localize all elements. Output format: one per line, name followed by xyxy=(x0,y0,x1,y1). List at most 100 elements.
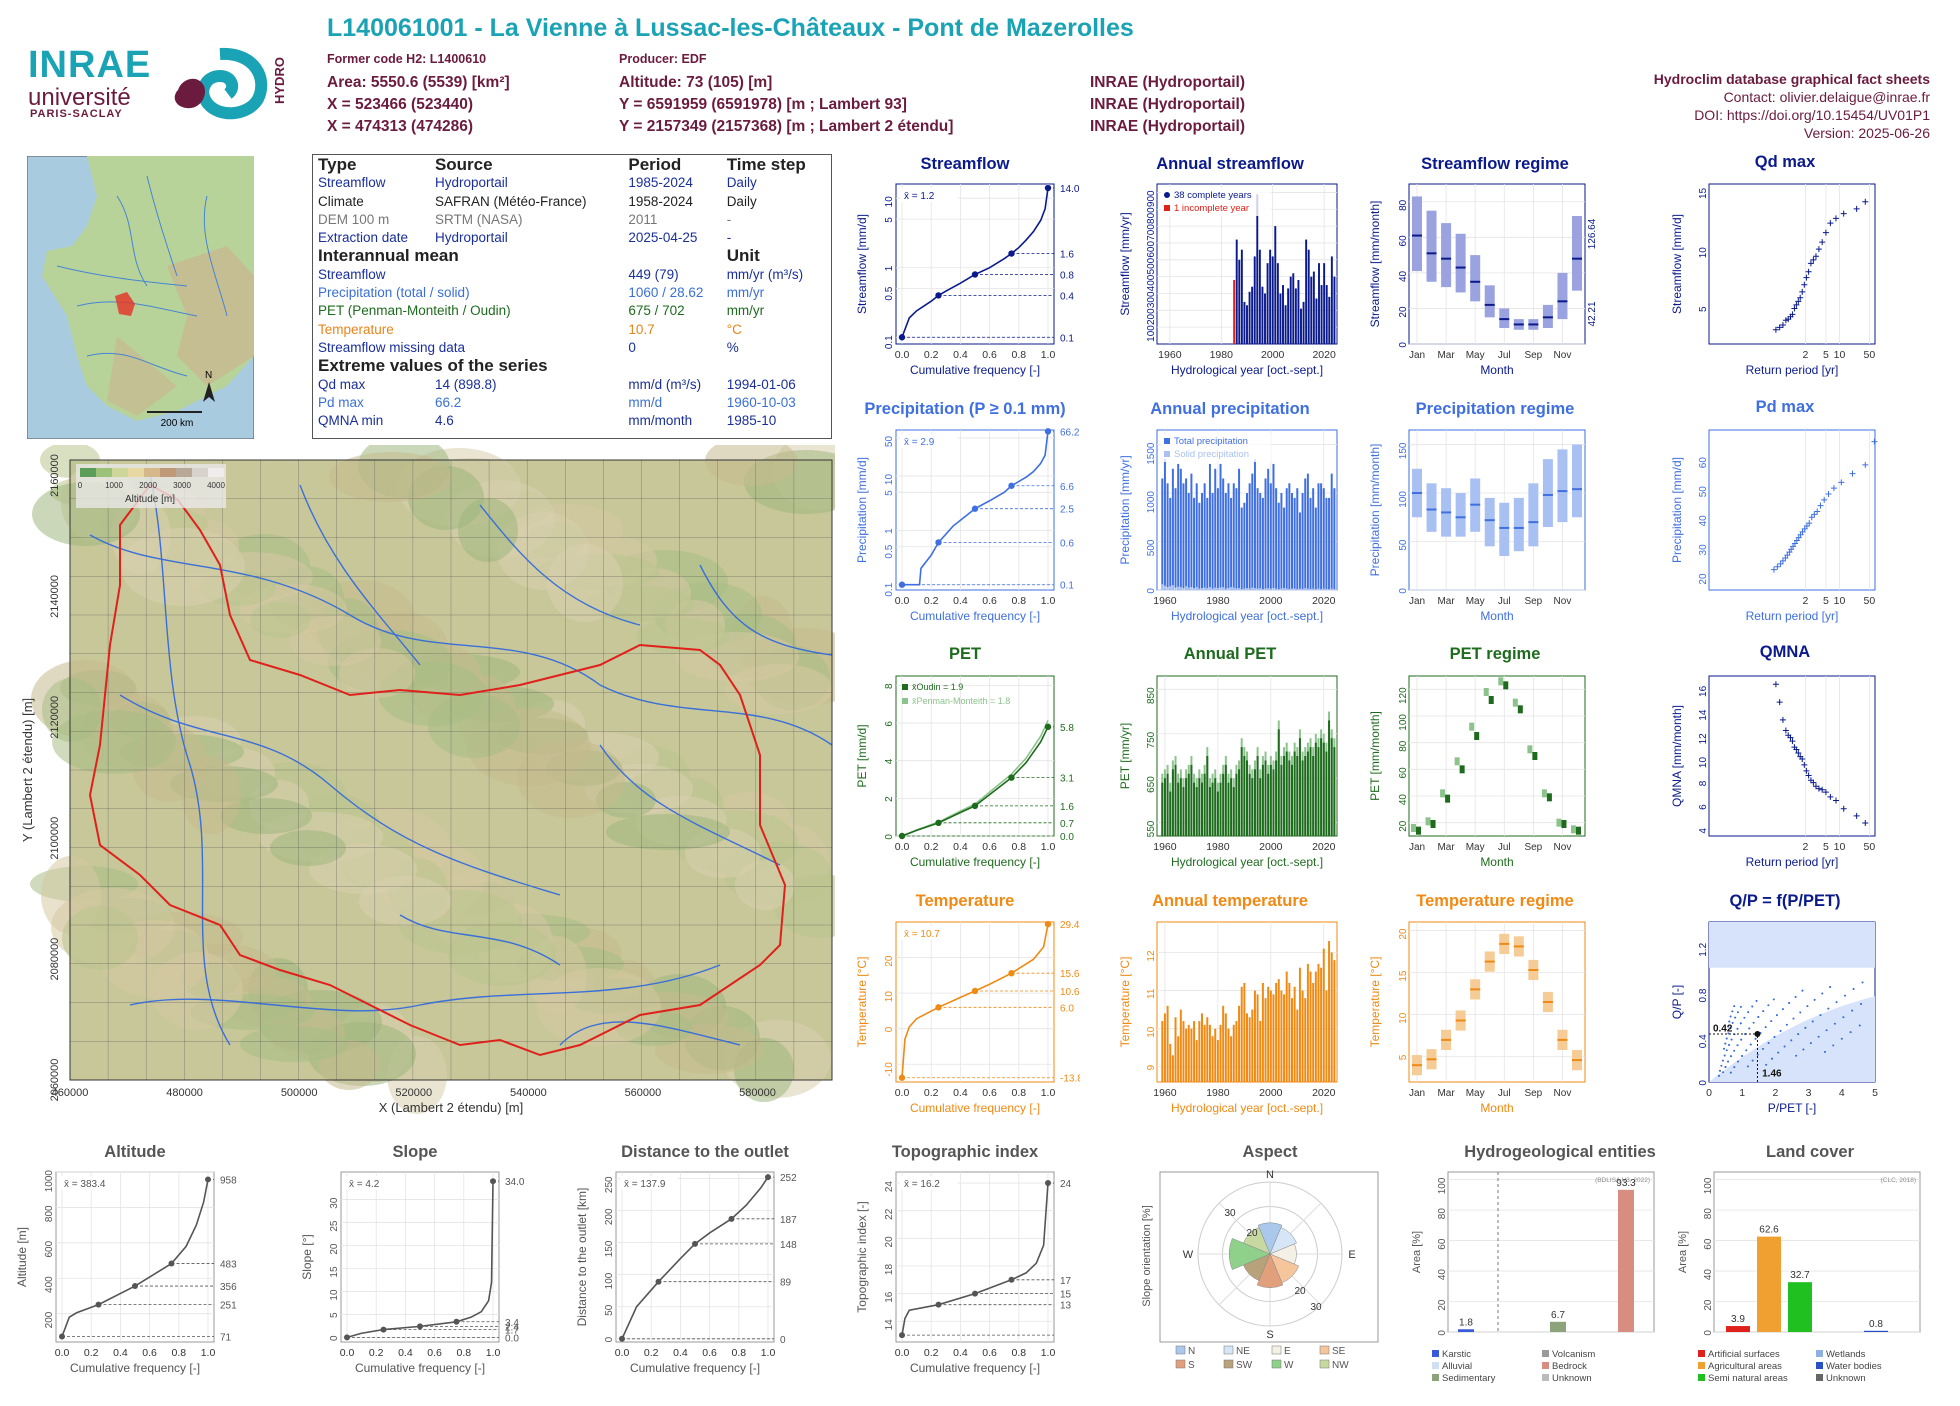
qp-point xyxy=(1840,1037,1843,1040)
x-tick: 1980 xyxy=(1206,1087,1230,1099)
y-tick: 20 xyxy=(1703,1299,1714,1311)
y-tick: 400 xyxy=(44,1276,55,1293)
bar xyxy=(1275,488,1278,590)
y-tick: 15 xyxy=(329,1266,340,1278)
qp-point xyxy=(1725,1049,1728,1052)
fdc-line xyxy=(901,923,1049,1078)
compass-label: E xyxy=(1348,1249,1355,1261)
x-tick: Mar xyxy=(1437,1088,1455,1099)
bar xyxy=(1282,285,1284,344)
regime-box xyxy=(1416,826,1421,835)
quantile-marker xyxy=(935,539,942,546)
bar xyxy=(1269,483,1272,590)
legend-tick: 4000 xyxy=(207,481,225,490)
river-line xyxy=(559,1021,741,1046)
qp-point xyxy=(1751,1059,1754,1062)
cdf-line xyxy=(621,1176,769,1340)
bar xyxy=(1224,493,1227,590)
qp-point xyxy=(1792,1017,1795,1020)
right-label: 42.21 xyxy=(1587,301,1597,326)
qp-point xyxy=(1727,1025,1730,1028)
bar xyxy=(1320,738,1323,836)
quantile-marker xyxy=(1008,774,1015,781)
qp-point xyxy=(1825,1029,1828,1032)
bar xyxy=(1314,971,1317,1082)
bar xyxy=(1246,305,1248,344)
bar xyxy=(1259,493,1262,590)
title-topo: Topographic index xyxy=(891,1143,1039,1161)
bar xyxy=(1289,276,1292,344)
bar-solid xyxy=(1216,588,1219,590)
bar xyxy=(1235,1021,1238,1082)
station-title: L140061001 - La Vienne à Lussac-les-Chât… xyxy=(327,14,1134,42)
rp-point xyxy=(1822,789,1829,796)
bar xyxy=(1248,773,1251,836)
right-label: 0.0 xyxy=(505,1333,519,1344)
y-tick: 80 xyxy=(1398,740,1409,752)
x-tick: 0.4 xyxy=(953,841,968,853)
y-tick: 0 xyxy=(1437,1330,1448,1336)
header-period: Period xyxy=(628,155,682,174)
rp-point xyxy=(1776,699,1783,706)
bar xyxy=(1259,1021,1262,1082)
river-line xyxy=(599,744,781,866)
x-axis-label: Cumulative frequency [-] xyxy=(910,1101,1040,1115)
x-tick: 1960 xyxy=(1153,1087,1177,1099)
bar xyxy=(1248,291,1251,344)
x-tick: Nov xyxy=(1554,842,1572,853)
y-axis-label: PET [mm/yr] xyxy=(1118,723,1132,789)
rp-point xyxy=(1840,805,1847,812)
x-tick: 0.8 xyxy=(171,1347,186,1359)
bar xyxy=(1304,478,1307,590)
qp-point xyxy=(1833,1022,1836,1025)
qp-point xyxy=(1772,998,1775,1001)
y-tick: 800 xyxy=(44,1205,55,1222)
x-tick: 0.0 xyxy=(895,1087,910,1099)
y-tick: 25 xyxy=(329,1220,340,1232)
y-axis-label: Topographic index [-] xyxy=(855,1201,869,1312)
x-tick: 10 xyxy=(1834,595,1846,607)
bar xyxy=(1333,276,1336,344)
x-tick: Jul xyxy=(1498,596,1511,607)
regime-box xyxy=(1488,696,1494,704)
factsheet-info: Hydroclim database graphical fact sheets… xyxy=(1654,70,1930,142)
factsheet-contact[interactable]: Contact: olivier.delaigue@inrae.fr xyxy=(1723,89,1930,105)
bar xyxy=(1251,286,1254,344)
bar xyxy=(1198,778,1201,836)
aspect-sector xyxy=(1256,1253,1284,1288)
x-tick: Mar xyxy=(1437,350,1455,361)
mean-cell: 449 (79) xyxy=(628,266,679,282)
rp-point xyxy=(1862,198,1869,205)
bar xyxy=(1248,483,1251,590)
overview-map: N 200 km xyxy=(27,156,254,439)
bar xyxy=(1291,998,1293,1082)
bar xyxy=(1269,764,1272,836)
quantile-marker xyxy=(971,271,979,278)
y-axis-label: Temperature [°C] xyxy=(1368,957,1382,1048)
qp-point xyxy=(1727,1032,1730,1035)
y-tick: 1500 xyxy=(1146,442,1157,465)
factsheet-doi[interactable]: DOI: https://doi.org/10.15454/UV01P1 xyxy=(1694,107,1930,123)
bar xyxy=(1201,1013,1203,1082)
qp-point xyxy=(1765,1063,1768,1066)
regime-box xyxy=(1572,444,1582,518)
y-tick: 20 xyxy=(884,1236,895,1248)
legend-tick: 1000 xyxy=(105,481,123,490)
rp-point xyxy=(1811,511,1818,518)
compass-label: N xyxy=(1266,1169,1274,1181)
legend-entry: Artificial surfaces xyxy=(1708,1349,1780,1360)
x-tick: 0.6 xyxy=(427,1347,442,1359)
bar xyxy=(1214,778,1217,836)
quantile-marker xyxy=(971,802,979,810)
bar-solid xyxy=(1301,589,1304,590)
qp-point xyxy=(1752,1021,1755,1024)
bar xyxy=(1726,1326,1750,1332)
legend-entry: Karstic xyxy=(1442,1349,1471,1360)
bar xyxy=(1328,497,1331,590)
bar xyxy=(1206,756,1209,836)
qp-point xyxy=(1860,1003,1863,1005)
bar-label: 62.6 xyxy=(1759,1225,1779,1236)
source-row-cell: 2011 xyxy=(628,211,658,227)
source-row-cell: Streamflow xyxy=(318,175,386,191)
bar xyxy=(1230,1036,1233,1082)
